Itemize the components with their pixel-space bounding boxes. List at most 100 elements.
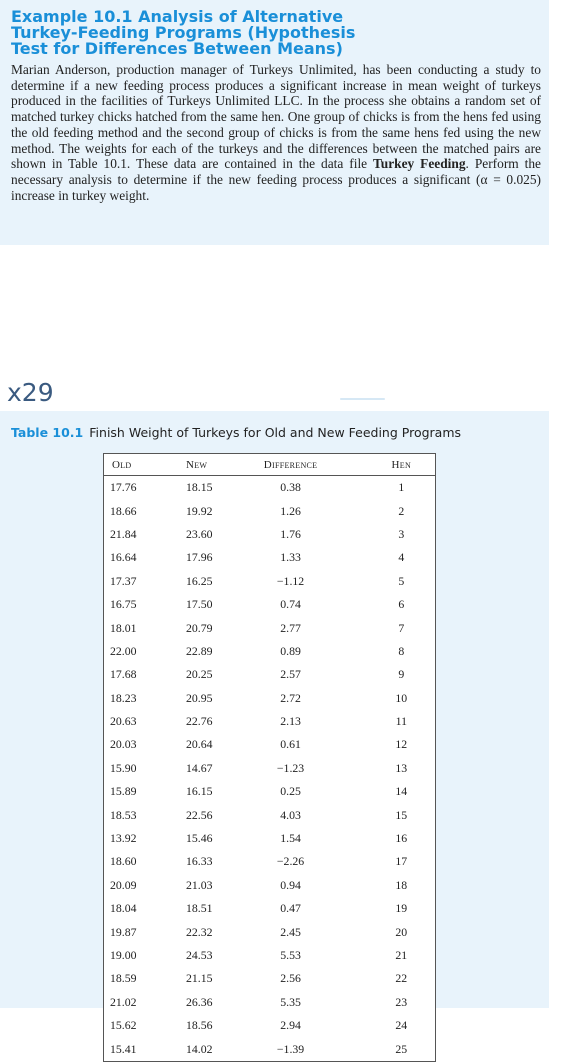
cell-new: 18.51 [185,901,213,916]
cell-hen: 23 [395,994,408,1009]
cell-difference: 0.61 [280,737,301,752]
table-row: 15.62 18.56 2.94 24 [104,1014,436,1037]
cell-difference: 2.77 [280,620,301,635]
header-new: New [185,453,242,476]
cell-difference: −1.23 [276,760,305,775]
table-row: 16.64 17.96 1.33 4 [104,546,436,569]
table-row: 17.68 20.25 2.57 9 [104,663,436,686]
cell-hen: 10 [395,690,408,705]
example-body-text-1: Marian Anderson, production manager of T… [11,62,541,172]
cell-new: 16.33 [185,854,213,869]
cell-new: 18.56 [185,1018,213,1033]
table-row: 19.87 22.32 2.45 20 [104,920,436,943]
cell-new: 22.56 [185,807,213,822]
cell-hen: 4 [398,550,405,565]
cell-new: 20.79 [185,620,213,635]
cell-new: 17.96 [185,550,213,565]
cell-new: 20.95 [185,690,213,705]
cell-new: 22.32 [185,924,213,939]
cell-old: 18.60 [110,854,137,869]
cell-difference: 1.76 [280,526,301,541]
cell-difference: 0.25 [280,784,301,799]
table-row: 22.00 22.89 0.89 8 [104,640,436,663]
cell-difference: 0.47 [280,901,301,916]
cell-old: 22.00 [110,643,137,658]
cell-new: 23.60 [185,526,213,541]
cell-old: 18.04 [110,901,137,916]
cell-new: 15.46 [185,831,213,846]
data-file-name: Turkey Feeding [373,156,466,172]
cell-hen: 20 [395,924,408,939]
table-caption-text: Finish Weight of Turkeys for Old and New… [89,425,462,440]
cell-new: 22.76 [185,714,213,729]
cell-new: 16.25 [185,573,213,588]
cell-hen: 11 [395,714,407,729]
cell-difference: 2.57 [280,667,301,682]
cell-old: 15.89 [110,784,137,799]
cell-hen: 9 [398,667,405,682]
cell-old: 16.75 [110,597,137,612]
table-row: 18.53 22.56 4.03 15 [104,803,436,826]
cell-difference: −1.12 [276,573,305,588]
cell-new: 14.67 [185,760,213,775]
cell-new: 21.15 [185,971,213,986]
table-row: 21.02 26.36 5.35 23 [104,991,436,1014]
cell-new: 26.36 [185,994,213,1009]
table-row: 20.09 21.03 0.94 18 [104,874,436,897]
cell-hen: 25 [395,1041,408,1056]
cell-hen: 1 [398,480,405,495]
cell-hen: 8 [398,643,405,658]
cell-old: 21.02 [110,994,137,1009]
table-row: 17.37 16.25 −1.12 5 [104,570,436,593]
cell-difference: 5.35 [280,994,301,1009]
cell-difference: 2.13 [280,714,301,729]
cell-difference: 0.74 [280,597,301,612]
table-row: 20.03 20.64 0.61 12 [104,733,436,756]
cell-hen: 21 [395,948,408,962]
cell-old: 18.23 [110,690,137,705]
cell-difference: 0.38 [280,480,301,495]
table-row: 13.92 15.46 1.54 16 [104,827,436,850]
cell-difference: 5.53 [280,948,301,962]
table-header-row: Old New Difference Hen [103,453,436,476]
table-row: 19.00 24.53 5.53 21 [104,944,436,967]
table-caption: Table 10.1 Finish Weight of Turkeys for O… [11,425,461,440]
header-old: Old [103,453,186,476]
cell-old: 20.09 [110,877,137,892]
cell-old: 19.00 [110,948,137,962]
decorative-line [340,398,385,400]
table-row: 17.76 18.15 0.38 1 [104,476,436,500]
cell-difference: −1.39 [276,1041,305,1056]
table-row: 15.89 16.15 0.25 14 [104,780,436,803]
example-box: Example 10.1 Analysis of Alternative Tur… [0,0,549,245]
table-row: 18.01 20.79 2.77 7 [104,616,436,639]
cell-hen: 7 [398,620,405,635]
example-body: Marian Anderson, production manager of T… [11,62,541,203]
cell-old: 18.59 [110,971,137,986]
cell-hen: 12 [395,737,408,752]
cell-old: 20.63 [110,714,137,729]
example-title: Example 10.1 Analysis of Alternative Tur… [11,7,356,58]
cell-new: 24.53 [185,948,213,962]
table-row: 18.60 16.33 −2.26 17 [104,850,436,873]
table-row: 18.23 20.95 2.72 10 [104,687,436,710]
cell-difference: 1.54 [280,831,301,846]
table-body: 17.76 18.15 0.38 1 18.66 19.92 1.26 2 21.84 23.60… [104,476,436,1062]
table-row: 18.59 21.15 2.56 22 [104,967,436,990]
cell-hen: 6 [398,597,405,612]
cell-new: 19.92 [185,503,213,518]
cell-new: 22.89 [185,643,213,658]
cell-difference: 0.94 [280,877,301,892]
cell-hen: 2 [398,503,405,518]
cell-difference: 4.03 [280,807,301,822]
cell-hen: 16 [395,831,408,846]
cell-old: 18.01 [110,620,137,635]
cell-old: 19.87 [110,924,137,939]
cell-old: 15.62 [110,1018,137,1033]
cell-difference: 2.94 [280,1018,301,1033]
cell-old: 15.90 [110,760,137,775]
cell-old: 17.68 [110,667,137,682]
cell-new: 20.64 [185,737,213,752]
cell-hen: 14 [395,784,408,799]
cell-new: 18.15 [185,480,213,495]
